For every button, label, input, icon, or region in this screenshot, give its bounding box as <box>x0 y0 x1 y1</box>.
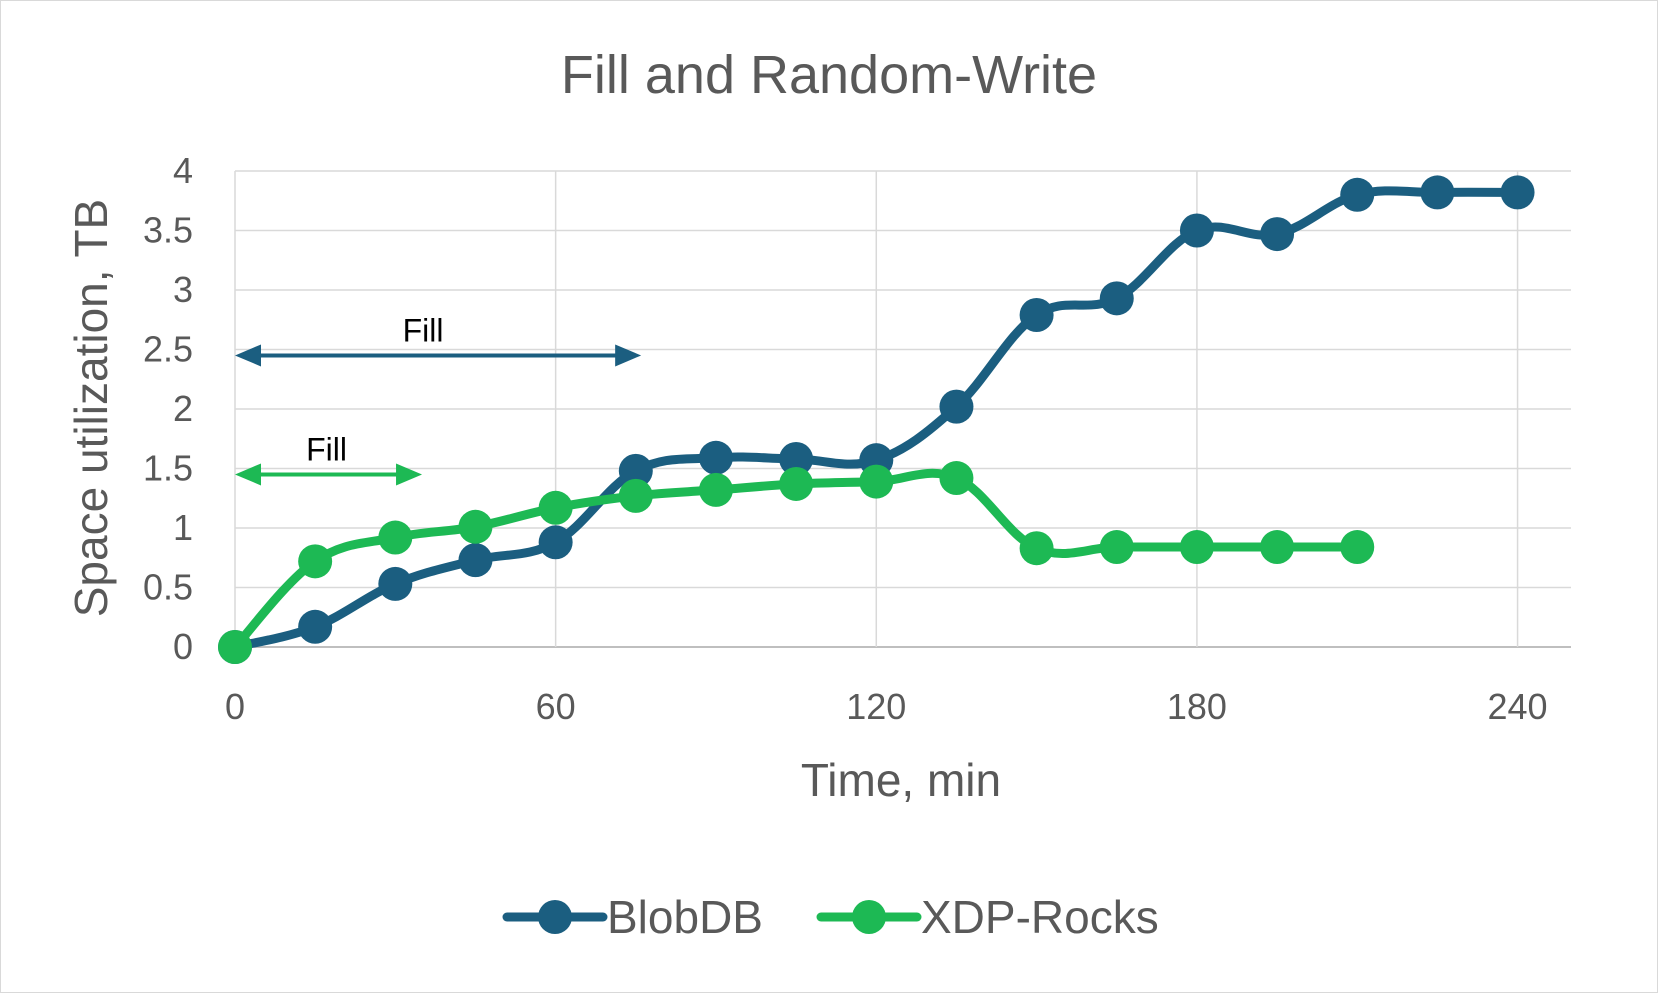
data-point-xdp-rocks <box>298 544 333 579</box>
data-point-blobdb <box>698 440 733 475</box>
grid-layer <box>234 170 1571 648</box>
data-point-blobdb <box>538 525 573 560</box>
y-axis-label: Space utilization, TB <box>65 199 117 618</box>
legend-item-xdp-rocks: XDP-Rocks <box>816 891 1159 943</box>
data-point-blobdb <box>1260 217 1295 252</box>
legend-item-blobdb: BlobDB <box>502 891 763 943</box>
x-tick-label: 180 <box>1167 686 1227 727</box>
series-layer <box>218 175 1535 664</box>
data-point-blobdb <box>939 389 974 424</box>
annotation-arrowhead-left <box>235 463 261 486</box>
data-point-xdp-rocks <box>1260 530 1295 565</box>
data-point-xdp-rocks <box>538 490 573 525</box>
data-point-xdp-rocks <box>458 509 493 544</box>
y-tick-label: 3 <box>173 269 193 310</box>
data-point-blobdb <box>1340 177 1375 212</box>
data-point-xdp-rocks <box>1019 531 1054 566</box>
data-point-xdp-rocks <box>939 461 974 496</box>
data-point-blobdb <box>1420 175 1455 210</box>
annotation-label: Fill <box>403 312 444 348</box>
data-point-xdp-rocks <box>378 520 413 555</box>
legend-marker <box>538 900 572 934</box>
data-point-xdp-rocks <box>1099 530 1134 565</box>
data-point-xdp-rocks <box>698 472 733 507</box>
annotation-arrowhead-right <box>615 344 642 367</box>
annotation-arrowhead-left <box>235 344 261 367</box>
annotation-layer: Fill Fill <box>235 312 642 486</box>
annotation-label: Fill <box>306 431 347 467</box>
x-tick-label: 120 <box>846 686 906 727</box>
tick-layer: 0 0.5 1 1.5 2 2.5 3 3.5 4 0 60 120 180 240 <box>143 150 1548 727</box>
y-tick-label: 0 <box>173 626 193 667</box>
data-point-xdp-rocks <box>618 478 653 513</box>
data-point-blobdb <box>298 609 333 644</box>
data-point-blobdb <box>1500 175 1535 210</box>
y-tick-label: 2 <box>173 388 193 429</box>
y-tick-label: 1 <box>173 507 193 548</box>
data-point-blobdb <box>378 566 413 601</box>
data-point-xdp-rocks <box>1340 530 1375 565</box>
fill-annotation-1: Fill <box>235 312 642 367</box>
legend-marker <box>852 900 886 934</box>
data-point-blobdb <box>458 543 493 578</box>
y-tick-label: 0.5 <box>143 567 193 608</box>
legend-label: BlobDB <box>607 891 763 943</box>
chart-title: Fill and Random-Write <box>561 45 1097 105</box>
y-tick-label: 1.5 <box>143 448 193 489</box>
data-point-xdp-rocks <box>779 466 814 501</box>
x-tick-label: 60 <box>536 686 576 727</box>
legend: BlobDB XDP-Rocks <box>502 891 1159 943</box>
x-tick-label: 240 <box>1488 686 1548 727</box>
y-tick-label: 3.5 <box>143 210 193 251</box>
data-point-xdp-rocks <box>1179 530 1214 565</box>
data-point-xdp-rocks <box>859 464 894 499</box>
y-tick-label: 2.5 <box>143 329 193 370</box>
x-tick-label: 0 <box>225 686 245 727</box>
data-point-blobdb <box>618 453 653 488</box>
data-point-blobdb <box>1019 297 1054 332</box>
data-point-blobdb <box>1099 281 1134 316</box>
data-point-xdp-rocks <box>218 630 252 664</box>
annotation-arrowhead-right <box>396 463 423 486</box>
data-point-blobdb <box>779 441 814 476</box>
series-xdp-rocks <box>218 461 1375 664</box>
y-tick-label: 4 <box>173 150 193 191</box>
data-point-blobdb <box>1179 213 1214 248</box>
legend-label: XDP-Rocks <box>921 891 1159 943</box>
fill-annotation-2: Fill <box>235 431 423 486</box>
x-axis-label: Time, min <box>801 754 1001 806</box>
